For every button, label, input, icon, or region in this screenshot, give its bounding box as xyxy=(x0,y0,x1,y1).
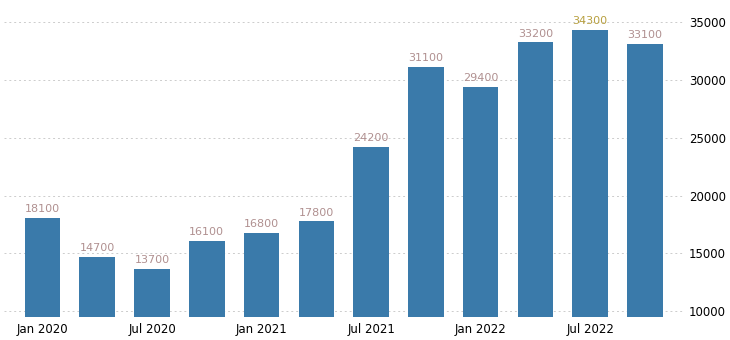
Text: 18100: 18100 xyxy=(25,204,60,214)
Text: 17800: 17800 xyxy=(299,207,334,218)
Bar xyxy=(80,257,115,340)
Text: 13700: 13700 xyxy=(134,255,169,265)
Bar xyxy=(353,147,389,340)
Bar xyxy=(299,221,334,340)
Text: 33100: 33100 xyxy=(628,30,662,40)
Text: 29400: 29400 xyxy=(463,73,499,83)
Text: 16800: 16800 xyxy=(244,219,279,229)
Bar xyxy=(572,30,608,340)
Bar xyxy=(408,67,444,340)
Bar xyxy=(134,269,170,340)
Text: 14700: 14700 xyxy=(80,243,115,254)
Text: 33200: 33200 xyxy=(518,29,553,39)
Bar xyxy=(627,44,663,340)
Text: 16100: 16100 xyxy=(189,227,224,237)
Text: 24200: 24200 xyxy=(353,133,389,143)
Text: 31100: 31100 xyxy=(408,53,443,63)
Text: 34300: 34300 xyxy=(572,16,608,26)
Bar xyxy=(25,218,61,340)
Bar xyxy=(463,86,499,340)
Bar xyxy=(518,42,553,340)
Bar xyxy=(244,233,280,340)
Bar xyxy=(189,241,225,340)
